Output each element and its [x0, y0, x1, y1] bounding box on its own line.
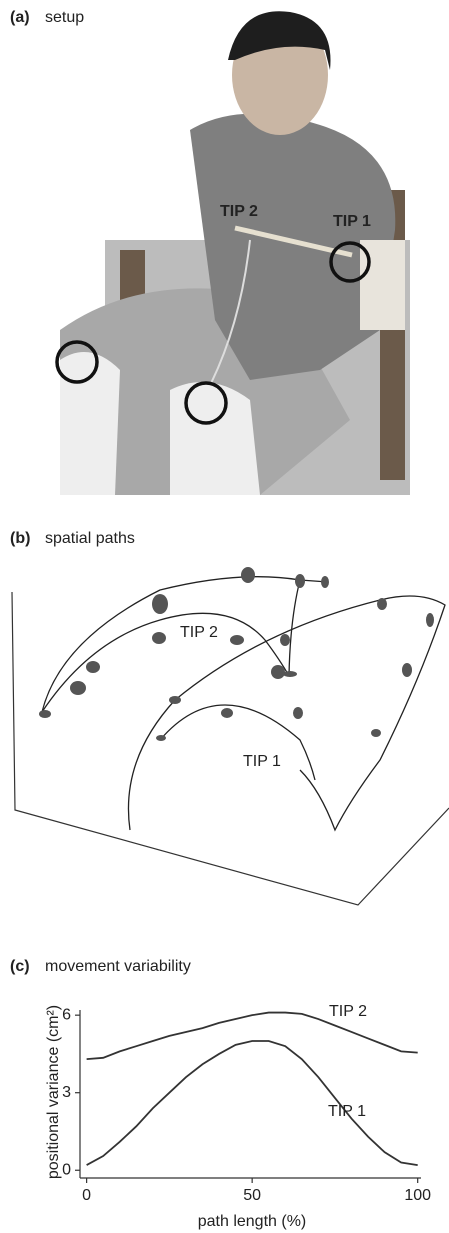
panel-label: (c) [10, 958, 30, 975]
series-label: TIP 1 [328, 1103, 366, 1120]
series-line [86, 1040, 418, 1166]
x-tick-label: 0 [82, 1187, 91, 1204]
y-axis-label: positional variance (cm²) [45, 1005, 62, 1179]
series-line [86, 1011, 418, 1061]
photo [55, 11, 410, 495]
panel-label: (b) [10, 530, 30, 547]
panel-label: (a) [10, 9, 30, 26]
annotation: TIP 2 [220, 203, 258, 220]
y-tick-label: 6 [62, 1006, 71, 1023]
annotation: TIP 2 [180, 624, 218, 641]
y-tick-label: 3 [62, 1084, 71, 1101]
annotation: TIP 1 [333, 213, 371, 230]
y-tick-label: 0 [62, 1161, 71, 1178]
series-label: TIP 2 [329, 1003, 367, 1020]
x-axis-label: path length (%) [198, 1213, 307, 1230]
x-tick-label: 50 [243, 1187, 261, 1204]
x-tick-label: 100 [404, 1187, 431, 1204]
panel-title: spatial paths [45, 530, 135, 547]
annotation: TIP 1 [243, 753, 281, 770]
path-diagram [11, 567, 449, 906]
panel-title: movement variability [45, 958, 191, 975]
panel-title: setup [45, 9, 84, 26]
